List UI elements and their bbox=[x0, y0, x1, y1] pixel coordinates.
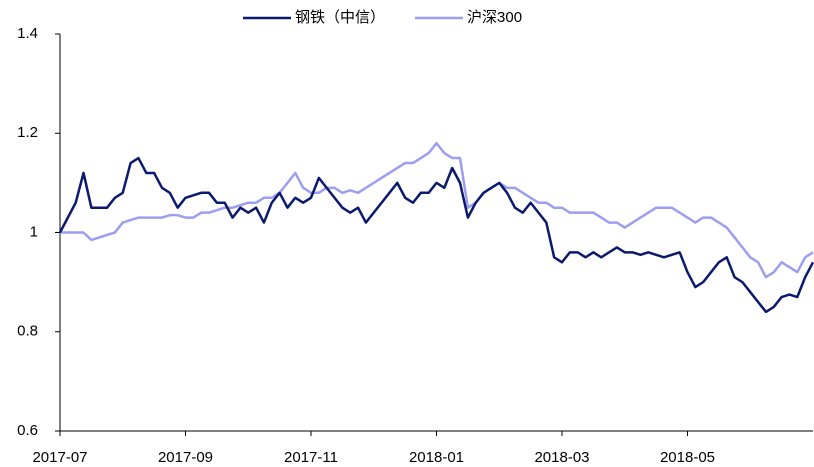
x-tick-label: 2018-05 bbox=[660, 449, 715, 466]
legend-label: 钢铁（中信） bbox=[295, 9, 385, 26]
y-tick-label: 1.4 bbox=[17, 25, 38, 42]
x-tick-label: 2018-01 bbox=[409, 449, 464, 466]
series-line bbox=[58, 156, 814, 314]
series-line bbox=[60, 141, 814, 279]
y-tick-label: 0.8 bbox=[17, 323, 38, 340]
x-tick-label: 2017-11 bbox=[284, 449, 338, 466]
y-tick-label: 0.6 bbox=[17, 422, 38, 439]
x-tick-label: 2017-09 bbox=[158, 449, 213, 466]
legend-label: 沪深300 bbox=[467, 9, 522, 26]
y-tick-label: 1.2 bbox=[17, 124, 38, 141]
y-tick-label: 1 bbox=[30, 223, 38, 240]
x-tick-label: 2017-07 bbox=[32, 449, 87, 466]
x-tick-label: 2018-03 bbox=[534, 449, 589, 466]
